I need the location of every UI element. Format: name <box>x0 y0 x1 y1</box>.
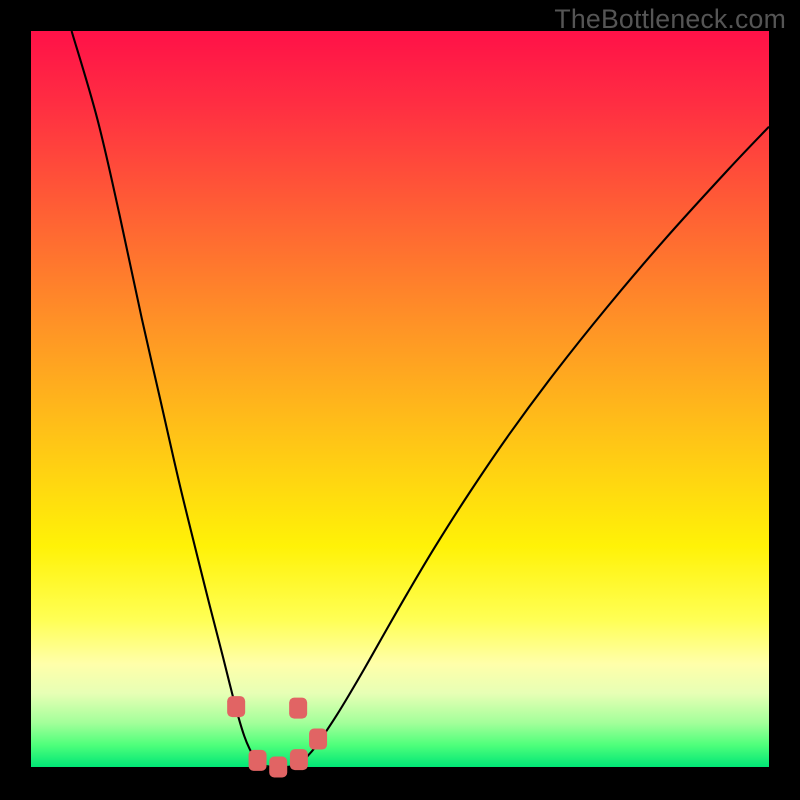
curve-layer <box>31 31 769 767</box>
frame: TheBottleneck.com <box>0 0 800 800</box>
curve-right <box>293 127 769 767</box>
marker-group <box>227 696 327 777</box>
plot-area <box>31 31 769 767</box>
curve-left <box>72 31 268 766</box>
marker-point <box>269 756 287 777</box>
marker-point <box>290 749 308 770</box>
marker-point <box>227 696 245 717</box>
marker-point <box>249 750 267 771</box>
marker-point <box>289 698 307 719</box>
marker-point <box>309 729 327 750</box>
watermark-text: TheBottleneck.com <box>554 4 786 35</box>
